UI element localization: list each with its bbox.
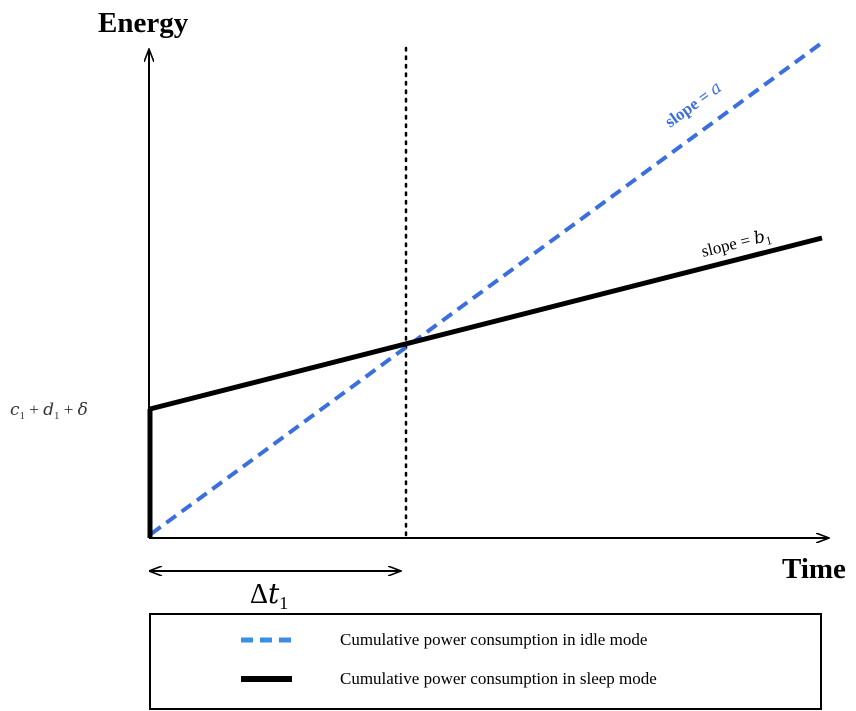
legend-idle-label: Cumulative power consumption in idle mod…: [340, 630, 647, 649]
intercept-delta: δ: [78, 400, 88, 420]
idle-mode-line: [149, 40, 825, 536]
intercept-label: c1 + d1 + δ: [10, 400, 88, 422]
sleep-slope-subscript: 1: [764, 233, 773, 248]
delta-t-var: t: [268, 577, 280, 610]
x-axis-title: Time: [782, 553, 846, 585]
intercept-plus-2: +: [60, 400, 78, 419]
legend-box: [149, 613, 822, 710]
delta-t-symbol: Δ: [250, 579, 268, 610]
delta-t-label: Δt1: [250, 577, 288, 613]
intercept-c-sub: 1: [20, 410, 26, 422]
idle-slope-label: slope = a: [661, 78, 725, 132]
intercept-d: d: [43, 400, 54, 420]
intercept-c: c: [10, 400, 20, 420]
delta-t-sub: 1: [279, 593, 288, 613]
sleep-mode-line: [149, 235, 823, 412]
sleep-slope-symbol: b: [752, 227, 767, 249]
intercept-d-sub: 1: [54, 410, 60, 422]
legend-sleep-label: Cumulative power consumption in sleep mo…: [340, 669, 657, 688]
intercept-plus-1: +: [25, 400, 43, 419]
y-axis-title: Energy: [98, 7, 189, 39]
